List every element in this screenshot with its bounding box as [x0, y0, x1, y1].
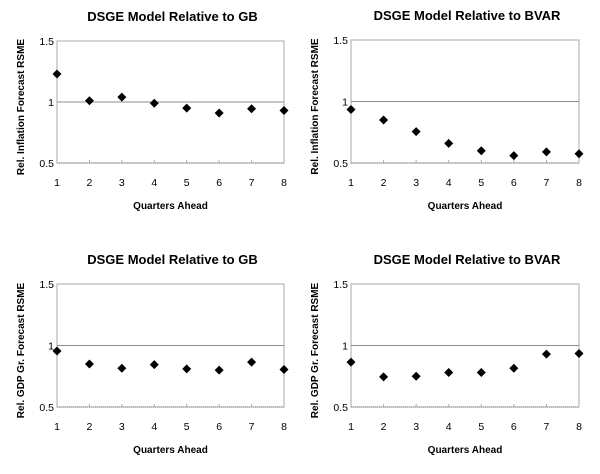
data-point — [346, 357, 356, 367]
x-tick-label: 5 — [478, 177, 484, 189]
data-point — [117, 363, 127, 373]
chart-title: DSGE Model Relative to GB — [87, 252, 257, 267]
x-tick-label: 7 — [249, 421, 255, 433]
x-tick-label: 6 — [511, 177, 517, 189]
data-point — [247, 104, 257, 114]
data-point — [84, 96, 94, 106]
data-point — [476, 146, 486, 156]
y-axis-label: Rel. GDP Gr. Forecast RSME — [310, 282, 321, 418]
data-point — [444, 368, 454, 378]
chart-title: DSGE Model Relative to BVAR — [374, 252, 561, 267]
y-tick-label: 1 — [342, 97, 348, 109]
x-tick-label: 7 — [544, 421, 550, 433]
x-axis-label: Quarters Ahead — [133, 445, 208, 456]
data-point — [346, 104, 356, 114]
x-tick-label: 3 — [413, 421, 419, 433]
data-point — [574, 149, 584, 159]
y-tick-label: 0.5 — [39, 402, 54, 414]
y-axis-label: Rel. GDP Gr. Forecast RSME — [16, 282, 27, 418]
y-tick-label: 1.5 — [333, 279, 348, 291]
x-axis-label: Quarters Ahead — [428, 201, 503, 212]
x-tick-label: 5 — [478, 421, 484, 433]
y-tick-label: 1 — [342, 341, 348, 353]
data-point — [52, 346, 62, 356]
y-tick-label: 0.5 — [333, 402, 348, 414]
x-tick-label: 7 — [544, 177, 550, 189]
x-axis-label: Quarters Ahead — [428, 445, 503, 456]
x-tick-label: 8 — [281, 421, 287, 433]
y-axis-label: Rel. Inflation Forecast RSME — [310, 38, 321, 174]
chart-panel-1: DSGE Model Relative to GB0.511.51 2 3 4 5 6 7 8… — [16, 9, 289, 212]
data-point — [574, 348, 584, 358]
y-tick-label: 0.5 — [333, 158, 348, 170]
x-tick-label: 8 — [576, 177, 582, 189]
x-axis-label: Quarters Ahead — [133, 201, 208, 212]
chart-title: DSGE Model Relative to BVAR — [374, 8, 561, 23]
x-tick-label: 1 — [54, 177, 60, 189]
y-axis-label: Rel. Inflation Forecast RSME — [16, 39, 27, 175]
data-point — [279, 106, 289, 116]
data-point — [279, 364, 289, 374]
x-tick-label: 2 — [87, 421, 93, 433]
data-point — [541, 349, 551, 359]
data-point — [214, 108, 224, 118]
x-tick-label: 4 — [446, 177, 452, 189]
x-tick-label: 2 — [381, 177, 387, 189]
data-point — [541, 147, 551, 157]
x-tick-label: 5 — [184, 421, 190, 433]
x-tick-label: 8 — [576, 421, 582, 433]
y-tick-label: 1.5 — [39, 36, 54, 48]
x-tick-label: 1 — [54, 421, 60, 433]
x-tick-label: 6 — [216, 177, 222, 189]
data-point — [411, 371, 421, 381]
x-tick-label: 3 — [413, 177, 419, 189]
x-tick-label: 8 — [281, 177, 287, 189]
x-tick-label: 4 — [151, 421, 157, 433]
data-point — [214, 365, 224, 375]
x-tick-label: 3 — [119, 421, 125, 433]
x-tick-label: 7 — [249, 177, 255, 189]
data-point — [509, 151, 519, 161]
x-tick-label: 1 — [348, 421, 354, 433]
x-tick-label: 2 — [381, 421, 387, 433]
y-tick-label: 1 — [48, 97, 54, 109]
x-tick-label: 6 — [511, 421, 517, 433]
x-tick-label: 2 — [87, 177, 93, 189]
data-point — [182, 364, 192, 374]
x-tick-label: 6 — [216, 421, 222, 433]
data-point — [117, 92, 127, 102]
y-tick-label: 1.5 — [333, 35, 348, 47]
x-tick-label: 5 — [184, 177, 190, 189]
y-tick-label: 0.5 — [39, 158, 54, 170]
data-point — [379, 115, 389, 125]
chart-panel-3: DSGE Model Relative to GB0.511.51 2 3 4 5 6 7 8… — [16, 252, 289, 456]
data-point — [509, 363, 519, 373]
x-tick-label: 4 — [151, 177, 157, 189]
data-point — [149, 98, 159, 108]
y-tick-label: 1.5 — [39, 279, 54, 291]
data-point — [379, 372, 389, 382]
x-tick-label: 1 — [348, 177, 354, 189]
data-point — [411, 127, 421, 137]
data-point — [247, 357, 257, 367]
chart-title: DSGE Model Relative to GB — [87, 9, 257, 24]
data-point — [182, 103, 192, 113]
y-tick-label: 1 — [48, 341, 54, 353]
x-tick-label: 4 — [446, 421, 452, 433]
data-point — [444, 138, 454, 148]
data-point — [149, 360, 159, 370]
x-tick-label: 3 — [119, 177, 125, 189]
data-point — [84, 359, 94, 369]
data-point — [476, 368, 486, 378]
data-point — [52, 69, 62, 79]
